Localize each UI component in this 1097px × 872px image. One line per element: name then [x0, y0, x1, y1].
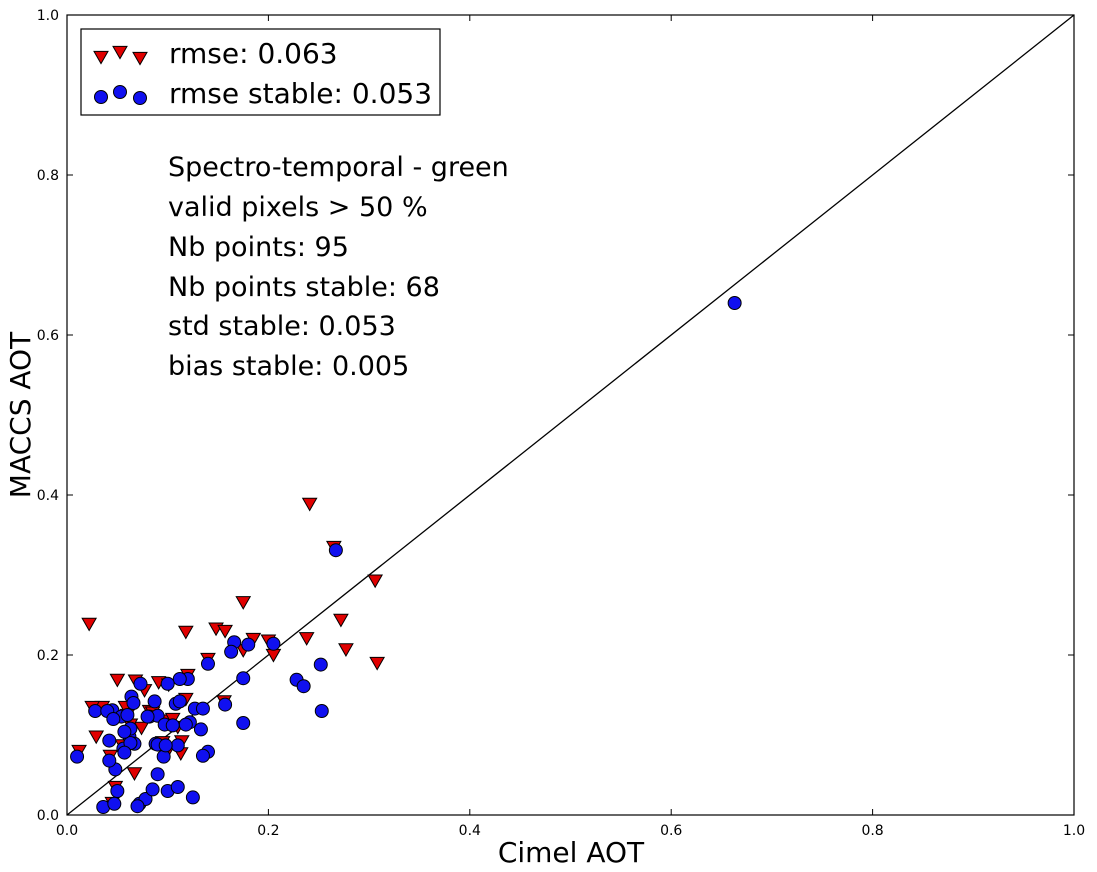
- data-point-stable-8: [172, 672, 187, 686]
- data-point-stable-29: [296, 679, 311, 694]
- data-point-stable-22: [172, 694, 187, 709]
- data-point-stable-5: [236, 671, 251, 686]
- legend-marker-stable-1: [113, 85, 127, 99]
- legend-marker-rmse-0: [93, 50, 109, 65]
- data-point-rmse-12: [217, 624, 233, 639]
- data-point-stable-56: [145, 782, 160, 797]
- data-point-stable-49: [236, 716, 251, 730]
- y-tick-label-0: 0.0: [37, 808, 59, 824]
- data-point-stable-9: [160, 676, 175, 691]
- data-point-rmse-0: [81, 617, 98, 632]
- data-point-rmse-18: [301, 497, 318, 512]
- x-tick-label-5: 1.0: [1063, 823, 1085, 839]
- data-point-stable-62: [130, 799, 145, 814]
- data-point-stable-61: [158, 738, 173, 753]
- data-point-stable-64: [117, 745, 132, 760]
- data-point-stable-24: [195, 701, 210, 716]
- annotation-std-stable: std stable: 0.053: [168, 311, 396, 342]
- legend: rmse: 0.063 rmse stable: 0.053: [80, 28, 441, 116]
- data-point-stable-32: [195, 748, 210, 763]
- data-point-rmse-17: [298, 632, 315, 646]
- y-axis-title: MACCS AOT: [4, 331, 37, 498]
- legend-markers-rmse-stable: [94, 85, 147, 105]
- annotation-valid-pixels: valid pixels > 50 %: [168, 192, 428, 223]
- data-point-stable-25: [218, 697, 233, 712]
- data-point-stable-66: [106, 712, 121, 726]
- data-point-stable-50: [70, 749, 85, 764]
- legend-label-rmse: rmse: 0.063: [169, 37, 338, 70]
- one-to-one-line: [66, 14, 1075, 816]
- annotation-nb-points: Nb points: 95: [168, 232, 349, 263]
- data-point-stable-11: [133, 676, 148, 691]
- data-point-stable-59: [193, 722, 208, 737]
- y-tick-label-3: 0.6: [37, 328, 59, 344]
- plot-frame: [66, 14, 1075, 816]
- x-tick-label-4: 0.8: [861, 823, 883, 839]
- data-point-rmse-19: [333, 613, 349, 628]
- annotation-bias-stable: bias stable: 0.005: [168, 351, 409, 382]
- data-point-stable-27: [241, 637, 256, 652]
- stats-annotation: Spectro-temporal - green valid pixels > …: [168, 152, 509, 382]
- x-tick-label-2: 0.4: [459, 823, 481, 839]
- chart-axes: 0.0 0.2 0.4 0.6 0.8 1.0 0.0 0.2 0.4 0.6 0.8 1.0: [37, 8, 1085, 839]
- x-axis-title: Cimel AOT: [498, 836, 645, 869]
- data-point-stable-1: [328, 543, 343, 558]
- legend-marker-rmse-1: [112, 45, 128, 60]
- legend-marker-rmse-2: [132, 51, 148, 66]
- data-point-rmse-22: [369, 656, 386, 671]
- data-point-rmse-5: [133, 721, 150, 736]
- data-point-stable-18: [126, 696, 141, 710]
- annotation-method: Spectro-temporal - green: [168, 152, 509, 183]
- data-point-stable-30: [313, 657, 328, 672]
- legend-marker-stable-2: [133, 91, 147, 105]
- data-point-stable-37: [140, 709, 155, 724]
- y-tick-label-1: 0.2: [37, 648, 59, 664]
- data-point-stable-34: [170, 738, 185, 753]
- data-point-stable-10: [147, 694, 162, 709]
- data-point-rmse-21: [367, 574, 384, 589]
- data-point-rmse-3: [126, 767, 143, 782]
- data-point-stable-26: [224, 644, 239, 659]
- x-tick-label-1: 0.2: [257, 823, 279, 839]
- data-point-stable-67: [165, 718, 180, 733]
- data-point-stable-0: [727, 296, 742, 310]
- legend-marker-stable-0: [94, 90, 108, 104]
- annotation-nb-points-stable: Nb points stable: 68: [168, 272, 440, 303]
- data-point-stable-6: [200, 656, 215, 671]
- y-tick-label-5: 1.0: [37, 8, 59, 24]
- data-point-stable-45: [150, 767, 165, 782]
- data-point-rmse-2: [109, 673, 126, 688]
- data-point-stable-48: [185, 790, 200, 805]
- data-point-rmse-1: [88, 730, 105, 745]
- legend-markers-rmse: [93, 45, 148, 66]
- data-point-rmse-20: [338, 643, 354, 658]
- x-tick-label-0: 0.0: [56, 823, 78, 839]
- y-tick-label-4: 0.8: [37, 168, 59, 184]
- data-point-stable-42: [110, 784, 125, 798]
- data-point-stable-65: [117, 724, 132, 739]
- data-point-rmse-13: [235, 596, 252, 610]
- data-point-stable-47: [170, 780, 185, 794]
- data-point-stable-41: [102, 753, 117, 768]
- data-point-stable-58: [178, 717, 193, 732]
- chart-marks: [66, 14, 1075, 816]
- data-point-stable-14: [88, 704, 103, 718]
- data-point-stable-17: [120, 708, 135, 722]
- data-point-rmse-10: [177, 625, 194, 640]
- data-point-stable-53: [107, 796, 122, 811]
- data-point-stable-2: [314, 704, 329, 718]
- x-tick-label-3: 0.6: [660, 823, 682, 839]
- legend-label-rmse-stable: rmse stable: 0.053: [169, 77, 432, 110]
- y-tick-label-2: 0.4: [37, 488, 59, 504]
- data-point-stable-3: [266, 636, 281, 651]
- data-point-stable-52: [102, 733, 117, 748]
